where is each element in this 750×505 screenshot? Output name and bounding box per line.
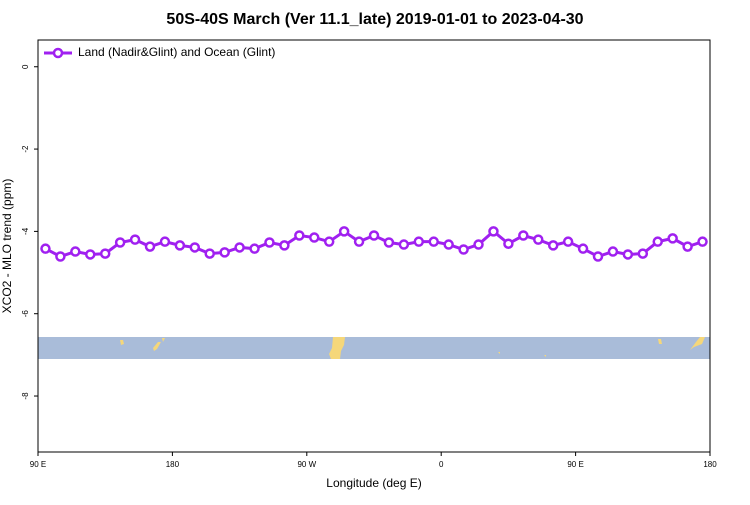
data-point — [652, 236, 663, 247]
data-point — [55, 251, 66, 262]
data-point — [398, 239, 410, 250]
data-point — [562, 236, 574, 247]
data-point — [547, 240, 559, 251]
data-point — [99, 248, 111, 259]
data-point — [85, 249, 96, 260]
data-point — [114, 237, 126, 248]
data-point — [323, 236, 335, 247]
legend-marker — [52, 47, 64, 59]
y-axis-label: XCO2 - MLO trend (ppm) — [0, 179, 14, 314]
legend-label: Land (Nadir&Glint) and Ocean (Glint) — [78, 45, 275, 59]
map-strip — [38, 337, 710, 359]
data-point — [279, 240, 290, 251]
data-point — [159, 236, 171, 247]
data-point — [607, 246, 619, 257]
data-point — [667, 233, 678, 244]
data-point — [577, 243, 589, 254]
y-tick-label: 0 — [21, 64, 30, 69]
data-point — [413, 236, 425, 247]
x-axis-label: Longitude (deg E) — [326, 476, 421, 490]
y-tick-label: -6 — [21, 310, 30, 318]
x-tick-label: 0 — [439, 460, 444, 469]
data-point — [697, 236, 708, 247]
data-point — [129, 234, 141, 245]
data-point — [219, 247, 230, 258]
x-tick-label: 90 E — [567, 460, 583, 469]
data-point — [428, 236, 439, 247]
data-point — [533, 234, 544, 245]
data-point — [264, 237, 275, 248]
data-point — [189, 242, 201, 253]
y-tick-label: -2 — [21, 145, 30, 153]
data-point — [488, 226, 499, 237]
data-point — [144, 241, 156, 252]
data-point — [40, 243, 51, 254]
plot-frame — [37, 39, 711, 453]
data-point — [249, 243, 260, 254]
y-tick-label: -4 — [21, 227, 30, 235]
data-point — [294, 230, 305, 241]
x-tick-label: 90 E — [30, 460, 46, 469]
data-point — [368, 230, 380, 241]
data-point — [353, 236, 365, 247]
data-point — [234, 242, 245, 253]
data-point — [70, 246, 81, 257]
data-point — [458, 244, 469, 255]
data-point — [309, 232, 320, 243]
data-point — [592, 251, 604, 262]
chart-title: 50S-40S March (Ver 11.1_late) 2019-01-01… — [166, 11, 583, 28]
data-point — [518, 230, 529, 241]
data-point — [338, 226, 350, 237]
data-point — [383, 237, 395, 248]
x-tick-label: 180 — [703, 460, 717, 469]
x-tick-label: 90 W — [297, 460, 316, 469]
data-point — [473, 239, 484, 250]
data-point — [682, 241, 693, 252]
data-point — [204, 248, 215, 259]
data-point — [503, 238, 514, 249]
data-point — [637, 248, 649, 259]
data-point — [174, 240, 186, 251]
data-point — [622, 249, 634, 260]
x-tick-label: 180 — [166, 460, 180, 469]
y-tick-label: -8 — [21, 392, 30, 400]
data-point — [443, 239, 454, 250]
